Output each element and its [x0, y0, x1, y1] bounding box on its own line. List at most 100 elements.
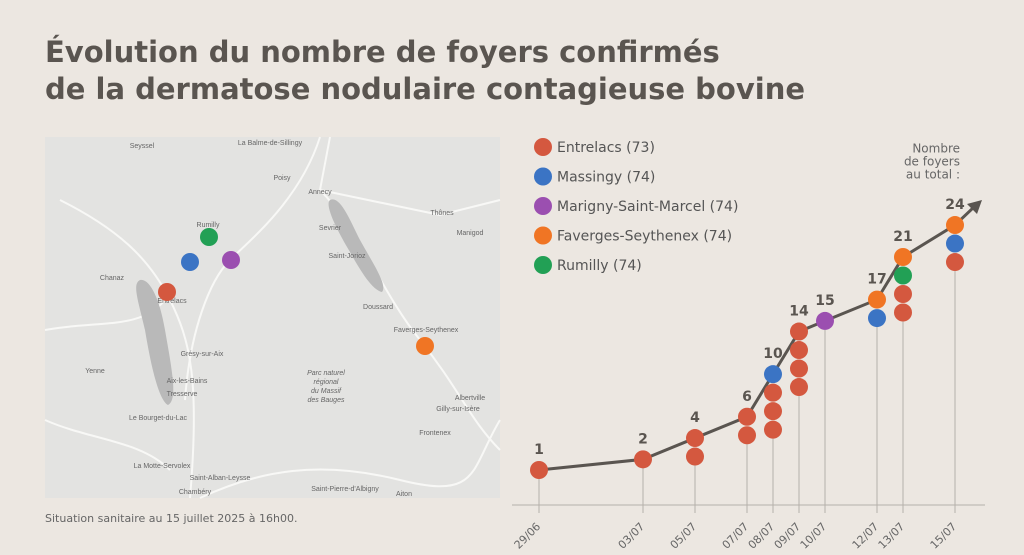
place-label: Poisy: [273, 175, 291, 182]
arrowhead: [967, 200, 982, 215]
dot: [686, 429, 704, 448]
dot: [894, 303, 912, 322]
park-label: des Bauges: [308, 397, 345, 404]
total-label: 15: [815, 293, 834, 309]
dot: [634, 450, 652, 469]
dot: [816, 311, 834, 330]
legend-swatch: [534, 167, 552, 186]
dot: [790, 378, 808, 397]
dot: [894, 248, 912, 266]
map-dot: [222, 251, 240, 269]
total-caption: au total :: [906, 168, 960, 182]
place-label: La Motte-Servolex: [134, 463, 191, 470]
place-label: Seyssel: [130, 143, 155, 150]
dot: [738, 426, 756, 445]
x-tick-label: 15/07: [928, 520, 960, 552]
total-line: [538, 204, 977, 472]
x-tick-label: 05/07: [668, 520, 700, 552]
x-tick-label: 09/07: [772, 520, 804, 552]
total-label: 17: [867, 272, 886, 288]
park-label: Parc naturel: [307, 370, 345, 377]
place-label: Saint-Pierre-d'Albigny: [311, 486, 379, 493]
total-label: 24: [945, 197, 965, 213]
place-label: Chanaz: [100, 275, 125, 282]
place-label: Saint-Alban-Leysse: [190, 475, 251, 482]
total-label: 1: [534, 442, 544, 458]
total-label: 2: [638, 431, 648, 447]
dot: [738, 407, 756, 426]
map-dot: [416, 337, 434, 355]
dot: [764, 365, 782, 384]
place-label: Tresserve: [167, 391, 198, 398]
dot: [764, 383, 782, 402]
place-label: Gilly-sur-Isère: [436, 406, 480, 413]
park-label: du Massif: [311, 388, 342, 395]
dot: [868, 290, 886, 309]
dot: [764, 402, 782, 421]
dot: [790, 359, 808, 378]
legend-label: Faverges-Seythenex (74): [557, 229, 732, 245]
place-label: Aiton: [396, 491, 412, 498]
dot: [868, 309, 886, 328]
legend-label: Rumilly (74): [557, 258, 642, 274]
total-label: 14: [789, 304, 809, 320]
place-label: Sevrier: [319, 225, 342, 232]
legend-swatch: [534, 138, 552, 156]
place-label: Yenne: [85, 368, 105, 375]
x-tick-label: 29/06: [512, 520, 544, 552]
lakes: [136, 199, 384, 405]
total-caption: Nombre: [912, 142, 960, 156]
dot: [530, 461, 548, 479]
place-label: La Balme-de-Sillingy: [238, 140, 303, 147]
total-caption: de foyers: [904, 155, 960, 169]
place-label: Aix-les-Bains: [167, 378, 208, 385]
dot: [894, 266, 912, 285]
place-label: Rumilly: [197, 222, 220, 229]
dot: [686, 447, 704, 466]
dot: [790, 341, 808, 360]
place-label: Saint-Jorioz: [329, 253, 366, 260]
place-label: Entrelacs: [157, 298, 187, 305]
total-label: 4: [690, 410, 700, 426]
place-label: Doussard: [363, 304, 393, 311]
map-dot: [181, 253, 199, 271]
dot: [790, 322, 808, 341]
place-label: Annecy: [308, 189, 332, 196]
place-label: Grésy-sur-Aix: [181, 351, 224, 358]
dot: [946, 216, 964, 235]
dot: [946, 234, 964, 253]
map: Seyssel La Balme-de-Sillingy Poisy Annecy Th…: [44, 136, 501, 499]
total-label: 21: [893, 229, 912, 245]
place-label: Manigod: [457, 230, 484, 237]
x-tick-label: 03/07: [616, 520, 648, 552]
legend-label: Entrelacs (73): [557, 140, 655, 156]
title-line: de la dermatose nodulaire contagieuse bo…: [45, 72, 805, 106]
legend-swatch: [534, 197, 552, 215]
place-label: Chambéry: [179, 489, 212, 496]
map-dot: [200, 228, 218, 246]
x-tick-label: 08/07: [746, 520, 778, 552]
x-tick-label: 07/07: [720, 520, 752, 552]
legend-swatch: [534, 226, 552, 245]
title-line: Évolution du nombre de foyers confirmés: [45, 35, 720, 69]
legend-label: Massingy (74): [557, 170, 655, 186]
map-background: [45, 137, 500, 498]
place-label: Albertville: [455, 395, 485, 402]
dot: [764, 420, 782, 439]
total-label: 6: [742, 389, 752, 405]
x-tick-label: 10/07: [798, 520, 830, 552]
map-dot: [158, 283, 176, 301]
place-label: Faverges-Seythenex: [394, 327, 459, 334]
dot: [946, 253, 964, 272]
place-label: Thônes: [430, 210, 454, 217]
x-tick-label: 13/07: [876, 520, 908, 552]
place-label: Frontenex: [419, 430, 451, 437]
footnote: Situation sanitaire au 15 juillet 2025 à…: [45, 512, 297, 525]
dot: [894, 285, 912, 303]
legend-swatch: [534, 256, 552, 274]
x-tick-label: 12/07: [850, 520, 882, 552]
total-label: 10: [763, 346, 783, 362]
park-label: régional: [314, 379, 339, 386]
legend-label: Marigny-Saint-Marcel (74): [557, 199, 738, 215]
